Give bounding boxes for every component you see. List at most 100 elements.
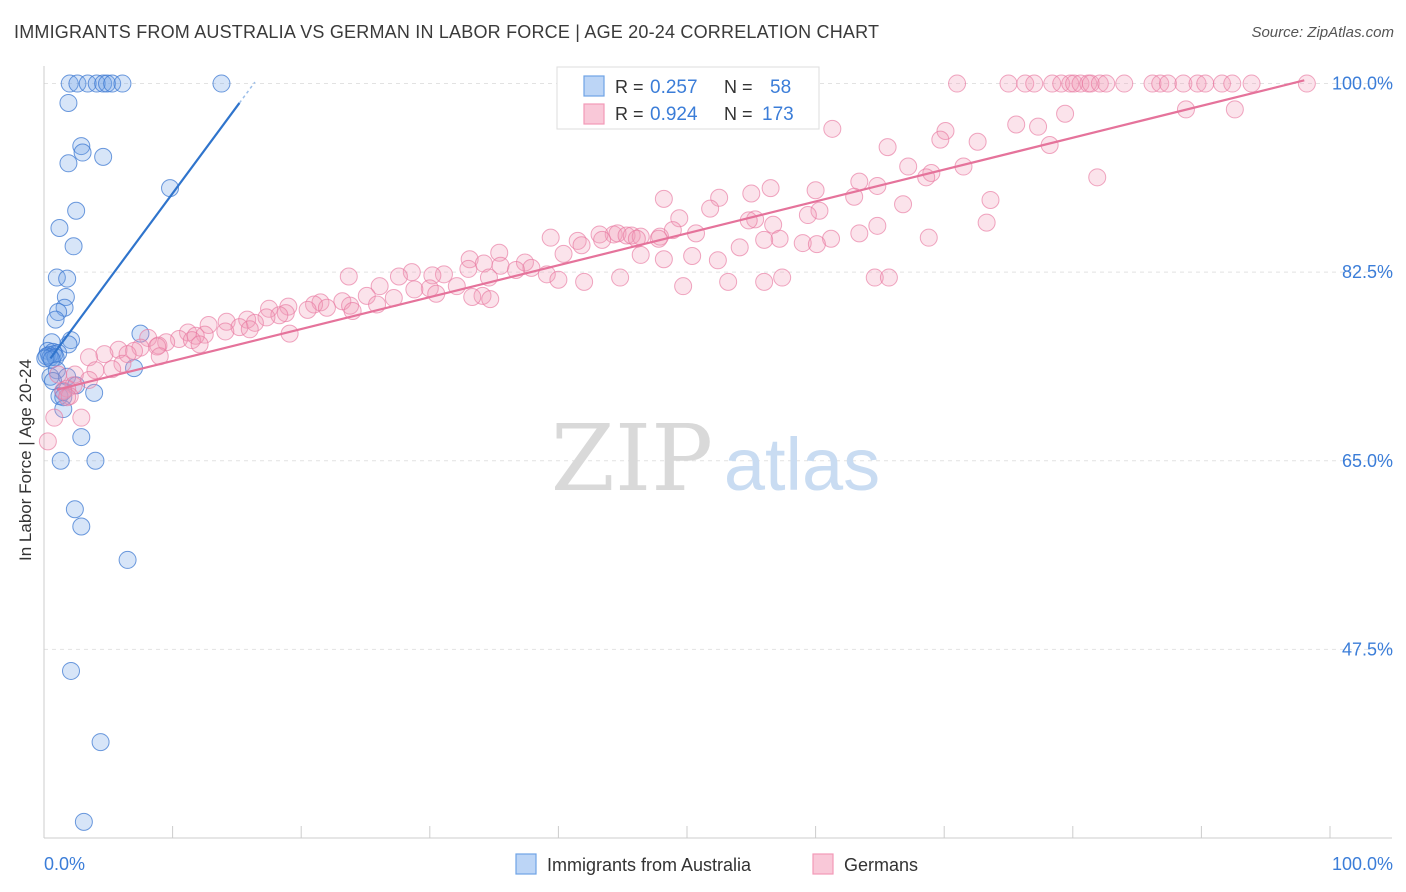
point-australia-11 [73,143,92,162]
point-germans-10 [1081,74,1100,93]
point-germans-20 [1212,74,1231,93]
point-germans-38 [917,168,936,187]
legend-r-label-1: R = [615,77,644,97]
point-germans-156 [118,345,137,364]
point-germans-129 [298,300,317,319]
x-tick-label-0: 0.0% [44,854,85,874]
point-australia-17 [64,237,83,256]
point-germans-14 [1143,74,1162,93]
point-australia-12 [94,147,113,166]
point-australia-8 [212,74,231,93]
legend-n-label-1: N = [724,77,753,97]
trend-lines [49,79,1305,391]
point-germans-79 [572,236,591,255]
axes [43,66,1392,839]
point-australia-57 [74,812,93,831]
point-germans-100 [389,267,408,286]
point-germans-99 [339,267,358,286]
point-australia-51 [86,451,105,470]
point-germans-16 [1158,74,1177,93]
point-australia-49 [72,428,91,447]
point-germans-66 [622,226,641,245]
legend-n-value-2: 173 [762,104,794,125]
point-germans-61 [850,224,869,243]
trend-line-germans [56,79,1305,391]
bottom-legend-label-pink: Germans [844,855,918,875]
point-germans-111 [370,277,389,296]
point-germans-43 [806,181,825,200]
point-germans-27 [1007,115,1026,134]
point-germans-21 [1223,74,1242,93]
point-germans-77 [755,230,774,249]
point-germans-23 [1297,74,1316,93]
x-tick-label-1: 100.0% [1332,854,1393,874]
point-germans-84 [554,244,573,263]
point-germans-30 [823,119,842,138]
legend-r-value-1: 0.257 [650,77,698,98]
point-germans-102 [865,268,884,287]
point-germans-31 [968,132,987,151]
point-germans-47 [654,189,673,208]
bottom-legend-swatch-pink [812,853,834,875]
point-australia-52 [65,500,84,519]
point-germans-171 [72,408,91,427]
chart-title: IMMIGRANTS FROM AUSTRALIA VS GERMAN IN L… [14,22,880,42]
point-germans-19 [1196,74,1215,93]
point-germans-87 [654,250,673,269]
point-australia-4 [94,74,113,93]
point-australia-3 [87,74,106,93]
trend-line-australia [49,102,241,360]
point-germans-12 [1097,74,1116,93]
point-germans-74 [541,228,560,247]
point-germans-53 [670,209,689,228]
watermark-zip: ZIP [551,405,713,512]
point-germans-24 [1225,100,1244,119]
point-australia-56 [91,733,110,752]
point-germans-8 [1071,74,1090,93]
point-germans-170 [45,408,64,427]
legend-swatch-blue [583,75,605,97]
trend-line-australia-extension [238,81,256,104]
point-germans-5 [1052,74,1071,93]
point-australia-2 [78,74,97,93]
point-germans-18 [1188,74,1207,93]
point-germans-109 [755,272,774,291]
stats-legend: R = 0.257 N = 58 R = 0.924 N = 173 [556,66,820,130]
point-germans-56 [977,213,996,232]
point-germans-49 [894,195,913,214]
point-germans-80 [807,235,826,254]
point-germans-72 [770,229,789,248]
y-tick-label-2: 65.0% [1342,451,1393,471]
point-germans-86 [460,250,479,269]
point-germans-161 [86,361,105,380]
point-germans-83 [683,247,702,265]
point-germans-63 [608,224,627,243]
point-germans-58 [868,216,887,235]
point-germans-137 [199,315,218,334]
point-germans-131 [276,304,295,323]
point-germans-118 [463,287,482,306]
point-australia-23 [46,310,65,329]
point-germans-52 [798,206,817,225]
point-germans-0 [948,74,967,93]
point-australia-5 [98,74,117,93]
point-germans-48 [981,190,1000,209]
point-germans-105 [773,268,792,287]
point-germans-65 [617,226,636,245]
point-germans-133 [257,308,276,327]
grid-lines [44,83,1392,650]
series-germans [38,74,1316,451]
watermark-atlas: atlas [724,423,880,506]
bottom-legend-label-blue: Immigrants from Australia [547,855,752,875]
point-germans-93 [459,259,478,278]
point-germans-40 [850,172,869,191]
point-germans-81 [730,238,749,257]
point-australia-0 [60,74,79,93]
point-germans-1 [999,74,1018,93]
source-credit: Source: ZipAtlas.com [1251,24,1394,41]
series-immigrants-from-australia [36,74,231,831]
point-germans-44 [742,184,761,203]
point-germans-28 [1029,117,1048,136]
point-germans-107 [575,272,594,291]
